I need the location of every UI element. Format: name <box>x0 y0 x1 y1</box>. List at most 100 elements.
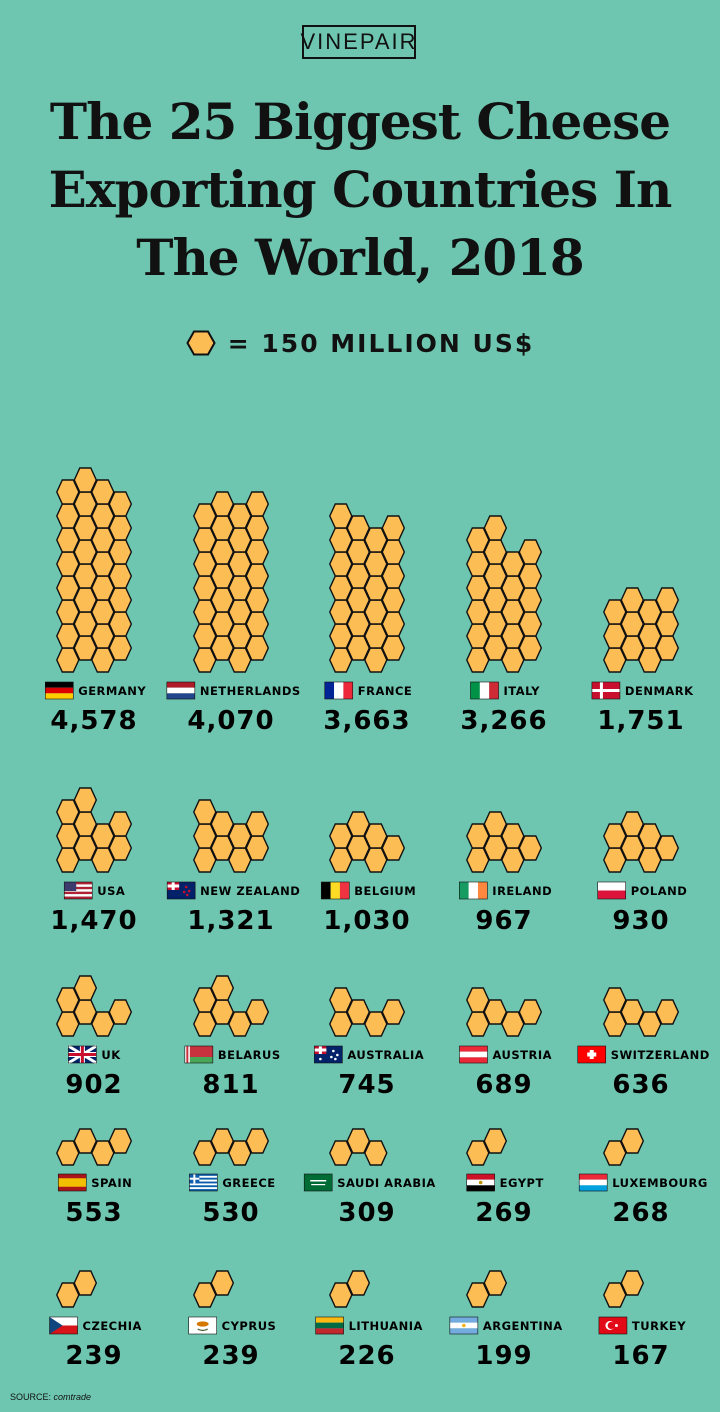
hexagon-mark <box>620 587 645 613</box>
hexagon-mark <box>56 1282 80 1308</box>
country-value: 309 <box>338 1198 395 1228</box>
argentina-flag <box>449 1316 479 1335</box>
hexagon-mark-partial <box>91 479 115 505</box>
country-name: POLAND <box>631 884 688 898</box>
poland-flag <box>597 881 626 900</box>
hexagon-mark <box>193 1140 217 1166</box>
hexagon-mark <box>228 503 252 529</box>
country-name: LITHUANIA <box>349 1319 423 1333</box>
country-value: 930 <box>612 906 669 936</box>
hexagon-mark <box>228 1140 252 1166</box>
hexagon-mark <box>655 835 680 861</box>
hexagon-mark <box>603 1140 627 1166</box>
hexagon-mark-partial <box>483 1270 508 1296</box>
belarus-flag <box>184 1045 214 1064</box>
country-value: 902 <box>65 1070 122 1100</box>
hexagon-mark <box>245 999 270 1025</box>
hexagon-mark <box>193 503 217 529</box>
country-name: TURKEY <box>632 1319 686 1333</box>
country-hexes <box>329 503 406 673</box>
ireland-flag <box>459 881 488 900</box>
country-name: BELARUS <box>218 1048 281 1062</box>
legend-text: = 150 MILLION US$ <box>227 328 535 358</box>
source-note: SOURCE: comtrade <box>10 1392 91 1402</box>
hexagon-mark <box>193 1282 217 1308</box>
saudi-arabia-flag <box>303 1173 333 1192</box>
country-hexes <box>329 811 406 873</box>
country-hexes <box>193 1270 235 1308</box>
country-value: 811 <box>202 1070 259 1100</box>
hexagon-mark <box>329 1282 353 1308</box>
hexagon-mark-partial <box>245 1128 270 1154</box>
hexagon-mark <box>73 1128 98 1154</box>
country-value: 553 <box>65 1198 122 1228</box>
country-hexes <box>56 1128 133 1166</box>
hexagon-mark <box>381 999 406 1025</box>
australia-flag <box>314 1045 343 1064</box>
vinepair-logo: VINEPAIR <box>300 25 416 59</box>
hexagon-mark <box>228 1011 252 1037</box>
country-value: 199 <box>475 1341 532 1371</box>
hexagon-mark <box>466 1140 490 1166</box>
hexagon-mark-partial <box>245 491 270 517</box>
country-hexes <box>466 811 543 873</box>
country-hexes <box>466 515 543 673</box>
country-hexes <box>329 987 406 1037</box>
hexagon-mark <box>603 1282 627 1308</box>
hexagon-mark <box>210 1128 235 1154</box>
country-hexes <box>603 1128 645 1166</box>
hexagon-mark <box>466 823 490 849</box>
country-value: 269 <box>475 1198 532 1228</box>
country-value: 1,470 <box>50 906 137 936</box>
country-value: 239 <box>65 1341 122 1371</box>
spain-flag <box>57 1173 87 1192</box>
hexagon-mark-partial <box>346 1270 371 1296</box>
hexagon-mark-partial <box>603 987 627 1013</box>
country-value: 530 <box>202 1198 259 1228</box>
denmark-flag <box>591 681 621 700</box>
country-name: DENMARK <box>625 684 694 698</box>
country-value: 4,578 <box>50 706 137 736</box>
hexagon-mark <box>346 811 371 837</box>
hexagon-mark-partial <box>73 1270 98 1296</box>
hexagon-mark <box>108 999 133 1025</box>
country-value: 226 <box>338 1341 395 1371</box>
hexagon-mark <box>346 1128 371 1154</box>
country-hexes <box>193 799 270 873</box>
netherlands-flag <box>166 681 196 700</box>
country-hexes <box>466 987 543 1037</box>
country-hexes <box>56 467 133 673</box>
hexagon-mark <box>56 987 80 1013</box>
country-hexes <box>193 491 270 673</box>
country-name: NEW ZEALAND <box>200 884 300 898</box>
country-name: IRELAND <box>492 884 552 898</box>
country-hexes <box>466 1128 508 1166</box>
country-name: ITALY <box>504 684 541 698</box>
hexagon-mark <box>501 1011 525 1037</box>
hexagon-icon <box>186 330 216 356</box>
country-hexes <box>193 975 270 1037</box>
country-hexes <box>56 1270 98 1308</box>
hexagon-mark <box>466 527 490 553</box>
austria-flag <box>459 1045 488 1064</box>
switzerland-flag <box>577 1045 607 1064</box>
country-name: SWITZERLAND <box>611 1048 710 1062</box>
lithuania-flag <box>315 1316 344 1335</box>
hexagon-mark <box>364 1011 388 1037</box>
hexagon-mark <box>56 1140 80 1166</box>
country-hexes <box>56 975 133 1037</box>
country-value: 967 <box>475 906 532 936</box>
germany-flag <box>44 681 74 700</box>
country-name: LUXEMBOURG <box>612 1176 708 1190</box>
czechia-flag <box>49 1316 78 1335</box>
hexagon-mark <box>483 999 508 1025</box>
hexagon-mark <box>91 1140 115 1166</box>
hexagon-mark <box>346 515 371 541</box>
country-name: GREECE <box>222 1176 275 1190</box>
country-hexes <box>603 1270 645 1308</box>
italy-flag <box>470 681 499 700</box>
hexagon-mark <box>518 835 543 861</box>
hexagon-mark <box>501 551 525 577</box>
hexagon-mark <box>73 975 98 1001</box>
hexagon-mark <box>210 491 235 517</box>
